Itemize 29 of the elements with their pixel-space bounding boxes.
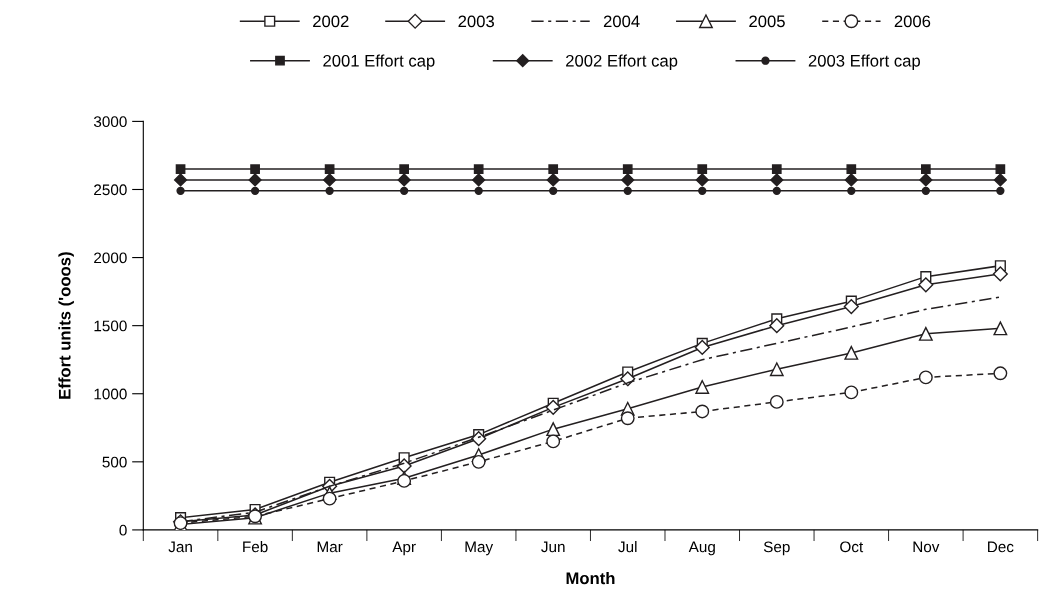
x-tick-label: Jan — [168, 541, 192, 553]
y-tick-label: 2500 — [94, 184, 127, 196]
y-tick-label: 3000 — [93, 116, 127, 128]
legend-label: 2004 — [603, 15, 640, 28]
y-tick-label: 1000 — [94, 388, 127, 400]
y-axis-title: Effort units ('ooos) — [58, 252, 74, 399]
x-tick-label: Jul — [618, 541, 637, 553]
x-tick-label: Feb — [243, 541, 268, 553]
x-tick-label: May — [465, 541, 494, 556]
x-tick-label: Apr — [392, 541, 416, 556]
legend-label: 2001 Effort cap — [323, 54, 435, 70]
x-axis-title: Month — [566, 571, 615, 585]
x-tick-label: Oct — [840, 541, 864, 553]
legend-label: 2003 — [458, 15, 494, 28]
x-tick-label: Dec — [988, 541, 1014, 553]
legend-label: 2002 — [313, 15, 349, 28]
y-tick-label: 1500 — [94, 320, 127, 332]
legend-label: 2002 Effort cap — [566, 54, 678, 70]
x-tick-label: Aug — [688, 541, 715, 556]
y-tick-label: 2000 — [94, 252, 127, 264]
legend-label: 2006 — [894, 15, 931, 28]
x-tick-label: Jun — [541, 541, 565, 553]
legend-label: 2003 Effort cap — [808, 54, 921, 70]
y-tick-label: 0 — [119, 524, 127, 536]
x-tick-label: Mar — [317, 541, 343, 553]
legend-label: 2005 — [749, 15, 785, 28]
x-tick-label: Sep — [763, 541, 790, 556]
x-tick-label: Nov — [913, 541, 940, 553]
y-tick-label: 500 — [102, 456, 127, 468]
